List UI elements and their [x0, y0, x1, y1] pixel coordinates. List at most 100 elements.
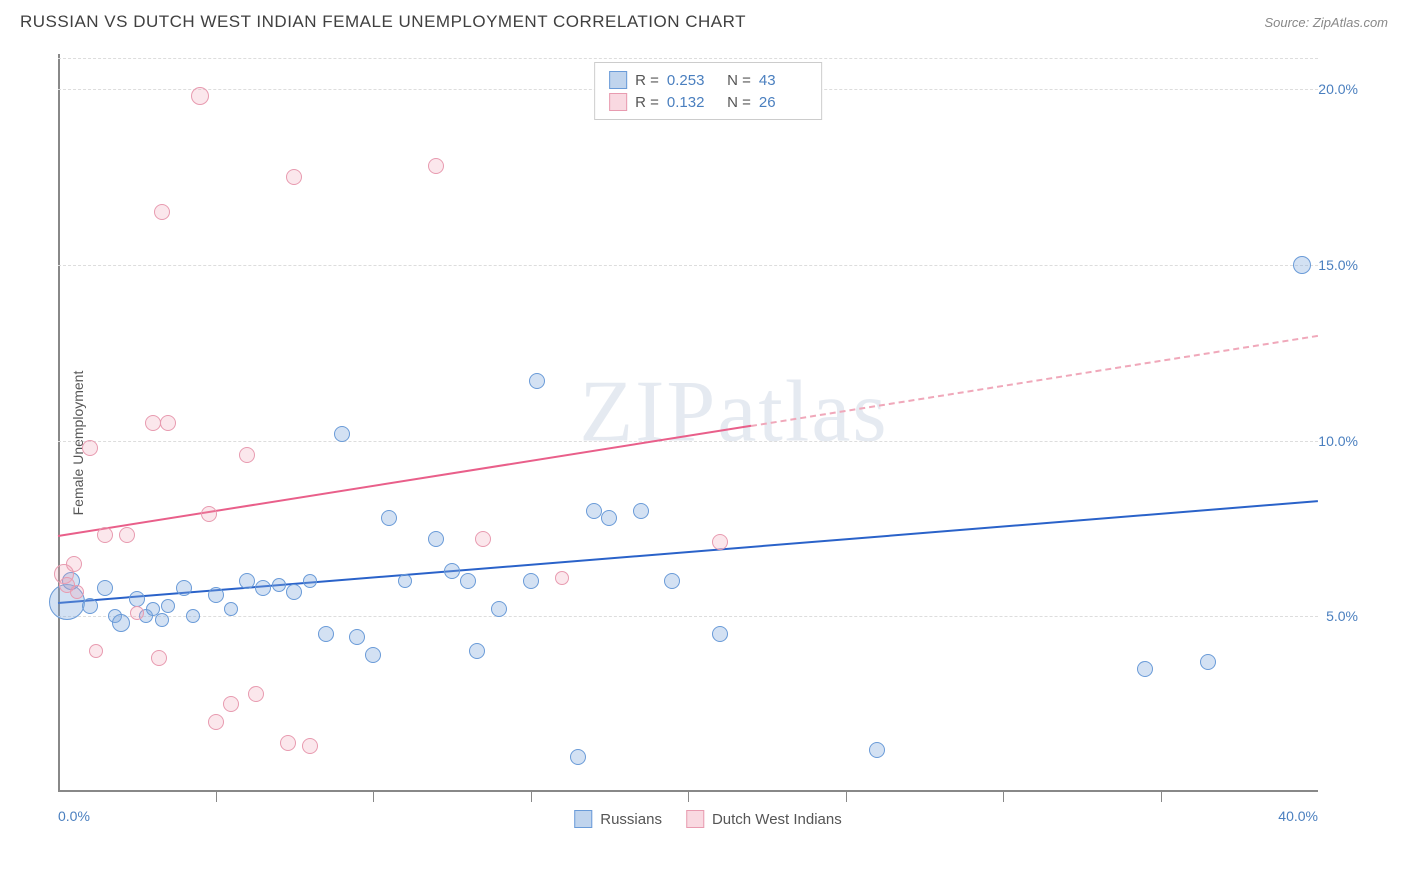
- data-point: [428, 158, 444, 174]
- data-point: [208, 714, 224, 730]
- data-point: [523, 573, 539, 589]
- data-point: [365, 647, 381, 663]
- stats-legend-row: R =0.132 N =26: [609, 91, 807, 113]
- data-point: [398, 574, 412, 588]
- x-tick: [216, 792, 217, 802]
- data-point: [475, 531, 491, 547]
- data-point: [570, 749, 586, 765]
- legend-swatch: [686, 810, 704, 828]
- data-point: [444, 563, 460, 579]
- data-point: [248, 686, 264, 702]
- data-point: [1137, 661, 1153, 677]
- data-point: [186, 609, 200, 623]
- data-point: [201, 506, 217, 522]
- data-point: [555, 571, 569, 585]
- trend-line-pink-solid: [58, 425, 751, 537]
- stat-n-label: N =: [723, 94, 751, 111]
- data-point: [70, 585, 84, 599]
- stat-r-value: 0.253: [667, 72, 715, 89]
- stat-r-value: 0.132: [667, 94, 715, 111]
- data-point: [318, 626, 334, 642]
- data-point: [303, 574, 317, 588]
- x-tick-label: 40.0%: [1278, 808, 1318, 824]
- chart-area: Female Unemployment ZIPatlas 5.0%10.0%15…: [58, 54, 1358, 832]
- data-point: [82, 440, 98, 456]
- gridline: [58, 265, 1318, 266]
- data-point: [286, 169, 302, 185]
- legend-label: Russians: [600, 811, 662, 828]
- data-point: [869, 742, 885, 758]
- y-tick-label: 15.0%: [1318, 257, 1358, 273]
- chart-header: RUSSIAN VS DUTCH WEST INDIAN FEMALE UNEM…: [0, 0, 1406, 40]
- data-point: [129, 591, 145, 607]
- stat-n-label: N =: [723, 72, 751, 89]
- data-point: [469, 643, 485, 659]
- data-point: [82, 598, 98, 614]
- series-legend: Russians Dutch West Indians: [574, 810, 842, 828]
- data-point: [712, 534, 728, 550]
- data-point: [89, 644, 103, 658]
- data-point: [161, 599, 175, 613]
- data-point: [154, 204, 170, 220]
- legend-item: Dutch West Indians: [686, 810, 842, 828]
- data-point: [286, 584, 302, 600]
- x-tick: [846, 792, 847, 802]
- stats-legend-box: R =0.253 N =43R =0.132 N =26: [594, 62, 822, 120]
- legend-label: Dutch West Indians: [712, 811, 842, 828]
- data-point: [460, 573, 476, 589]
- data-point: [334, 426, 350, 442]
- data-point: [349, 629, 365, 645]
- data-point: [97, 580, 113, 596]
- gridline: [58, 616, 1318, 617]
- data-point: [97, 527, 113, 543]
- y-axis-line: [58, 54, 60, 792]
- data-point: [176, 580, 192, 596]
- x-tick: [373, 792, 374, 802]
- x-tick-label: 0.0%: [58, 808, 90, 824]
- trend-line-pink-dashed: [751, 335, 1318, 427]
- data-point: [208, 587, 224, 603]
- chart-title: RUSSIAN VS DUTCH WEST INDIAN FEMALE UNEM…: [20, 12, 746, 32]
- x-tick: [531, 792, 532, 802]
- chart-source: Source: ZipAtlas.com: [1264, 15, 1388, 30]
- x-tick: [688, 792, 689, 802]
- y-tick-label: 5.0%: [1326, 608, 1358, 624]
- data-point: [491, 601, 507, 617]
- gridline: [58, 441, 1318, 442]
- data-point: [145, 415, 161, 431]
- data-point: [529, 373, 545, 389]
- x-tick: [1161, 792, 1162, 802]
- data-point: [428, 531, 444, 547]
- data-point: [302, 738, 318, 754]
- legend-swatch: [574, 810, 592, 828]
- stats-legend-row: R =0.253 N =43: [609, 69, 807, 91]
- data-point: [151, 650, 167, 666]
- data-point: [712, 626, 728, 642]
- data-point: [130, 606, 144, 620]
- data-point: [223, 696, 239, 712]
- legend-item: Russians: [574, 810, 662, 828]
- data-point: [239, 447, 255, 463]
- scatter-plot: ZIPatlas 5.0%10.0%15.0%20.0%0.0%40.0%: [58, 54, 1358, 832]
- data-point: [239, 573, 255, 589]
- stat-n-value: 26: [759, 94, 807, 111]
- stat-r-label: R =: [635, 72, 659, 89]
- data-point: [191, 87, 209, 105]
- data-point: [66, 556, 82, 572]
- data-point: [1200, 654, 1216, 670]
- data-point: [112, 614, 130, 632]
- legend-swatch: [609, 93, 627, 111]
- data-point: [1293, 256, 1311, 274]
- data-point: [224, 602, 238, 616]
- x-tick: [1003, 792, 1004, 802]
- y-tick-label: 10.0%: [1318, 433, 1358, 449]
- data-point: [155, 613, 169, 627]
- data-point: [280, 735, 296, 751]
- data-point: [601, 510, 617, 526]
- data-point: [160, 415, 176, 431]
- data-point: [255, 580, 271, 596]
- data-point: [664, 573, 680, 589]
- data-point: [586, 503, 602, 519]
- data-point: [633, 503, 649, 519]
- legend-swatch: [609, 71, 627, 89]
